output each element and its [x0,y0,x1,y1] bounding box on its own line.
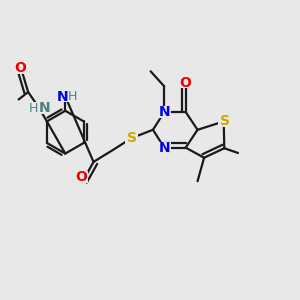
Text: N: N [158,141,170,154]
Bar [75,171,88,183]
Text: N: N [56,89,68,103]
Bar [125,133,138,144]
Text: O: O [180,76,192,89]
Bar [179,77,192,88]
Text: S: S [127,131,136,145]
Text: O: O [14,61,26,75]
Text: H: H [68,90,77,103]
Text: N: N [38,101,50,116]
Text: O: O [76,170,88,184]
Bar [158,106,171,118]
Bar [158,142,171,153]
Text: H: H [29,102,38,115]
Text: N: N [158,105,170,119]
Bar [57,91,75,102]
Text: S: S [220,115,230,128]
Bar [29,102,50,114]
Bar [218,116,231,127]
Bar [13,62,26,74]
